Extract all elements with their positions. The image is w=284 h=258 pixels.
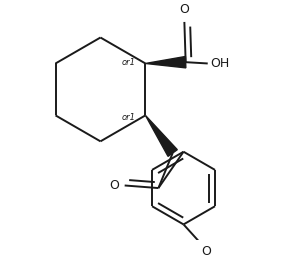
Text: or1: or1 bbox=[122, 58, 135, 67]
Text: O: O bbox=[179, 3, 189, 16]
Text: OH: OH bbox=[210, 57, 229, 70]
Text: or1: or1 bbox=[122, 114, 135, 123]
Polygon shape bbox=[145, 115, 177, 156]
Text: O: O bbox=[202, 245, 212, 258]
Text: O: O bbox=[109, 179, 119, 192]
Polygon shape bbox=[145, 57, 186, 68]
